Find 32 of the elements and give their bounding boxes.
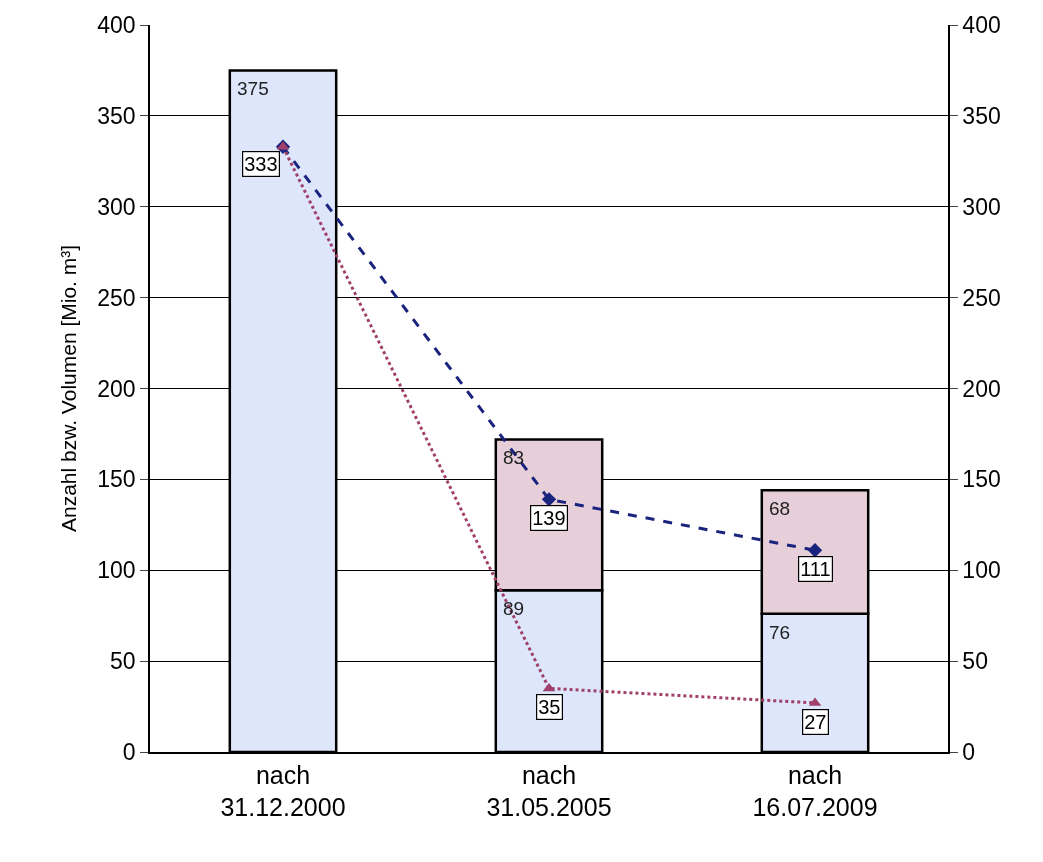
- y-tick-label: 400: [97, 12, 136, 39]
- y-axis-title: Anzahl bzw. Volumen [Mio. m³]: [56, 244, 80, 533]
- y2-tick-label: 400: [962, 12, 1001, 39]
- y2-tick-label: 250: [962, 284, 1001, 311]
- data-label: 27: [804, 711, 827, 734]
- y2-tick-label: 50: [962, 648, 988, 675]
- y2-tick-label: 200: [962, 375, 1001, 402]
- y-tick-label: 350: [97, 102, 136, 129]
- y-tick-label: 0: [122, 739, 136, 766]
- y2-tick-label: 100: [962, 557, 1001, 584]
- x-tick-label: nach 16.07.2009: [752, 760, 878, 822]
- data-label: 68: [769, 498, 791, 519]
- y-tick-label: 300: [97, 193, 136, 220]
- y2-tick-label: 350: [962, 102, 1001, 129]
- data-label: 375: [237, 78, 269, 99]
- data-label: 333: [244, 153, 278, 176]
- data-label: 35: [538, 696, 561, 719]
- data-label: 76: [769, 622, 791, 643]
- x-tick-label: nach 31.12.2000: [220, 760, 346, 822]
- y-tick-label: 200: [97, 375, 136, 402]
- data-label: 89: [503, 598, 525, 619]
- y-tick-label: 150: [97, 466, 136, 493]
- x-tick-label: nach 31.05.2005: [486, 760, 612, 822]
- y2-tick-label: 300: [962, 193, 1001, 220]
- data-label: 139: [532, 507, 566, 530]
- data-label: 111: [800, 558, 831, 581]
- y-tick-label: 250: [97, 284, 136, 311]
- y2-tick-label: 150: [962, 466, 1001, 493]
- data-label: 83: [503, 447, 525, 468]
- y-tick-label: 100: [97, 557, 136, 584]
- y-tick-label: 50: [110, 648, 136, 675]
- y2-tick-label: 0: [962, 739, 976, 766]
